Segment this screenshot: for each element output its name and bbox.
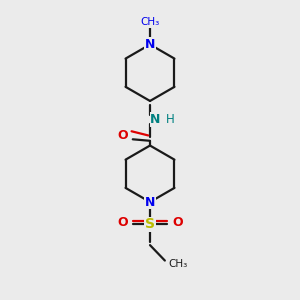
Text: N: N [150, 113, 161, 126]
Text: O: O [117, 216, 128, 229]
Text: CH₃: CH₃ [169, 259, 188, 269]
Text: S: S [145, 217, 155, 231]
Text: CH₃: CH₃ [140, 17, 160, 27]
Text: O: O [172, 216, 183, 229]
Text: O: O [117, 129, 128, 142]
Text: H: H [166, 113, 175, 126]
Text: N: N [145, 196, 155, 208]
Text: N: N [145, 38, 155, 51]
